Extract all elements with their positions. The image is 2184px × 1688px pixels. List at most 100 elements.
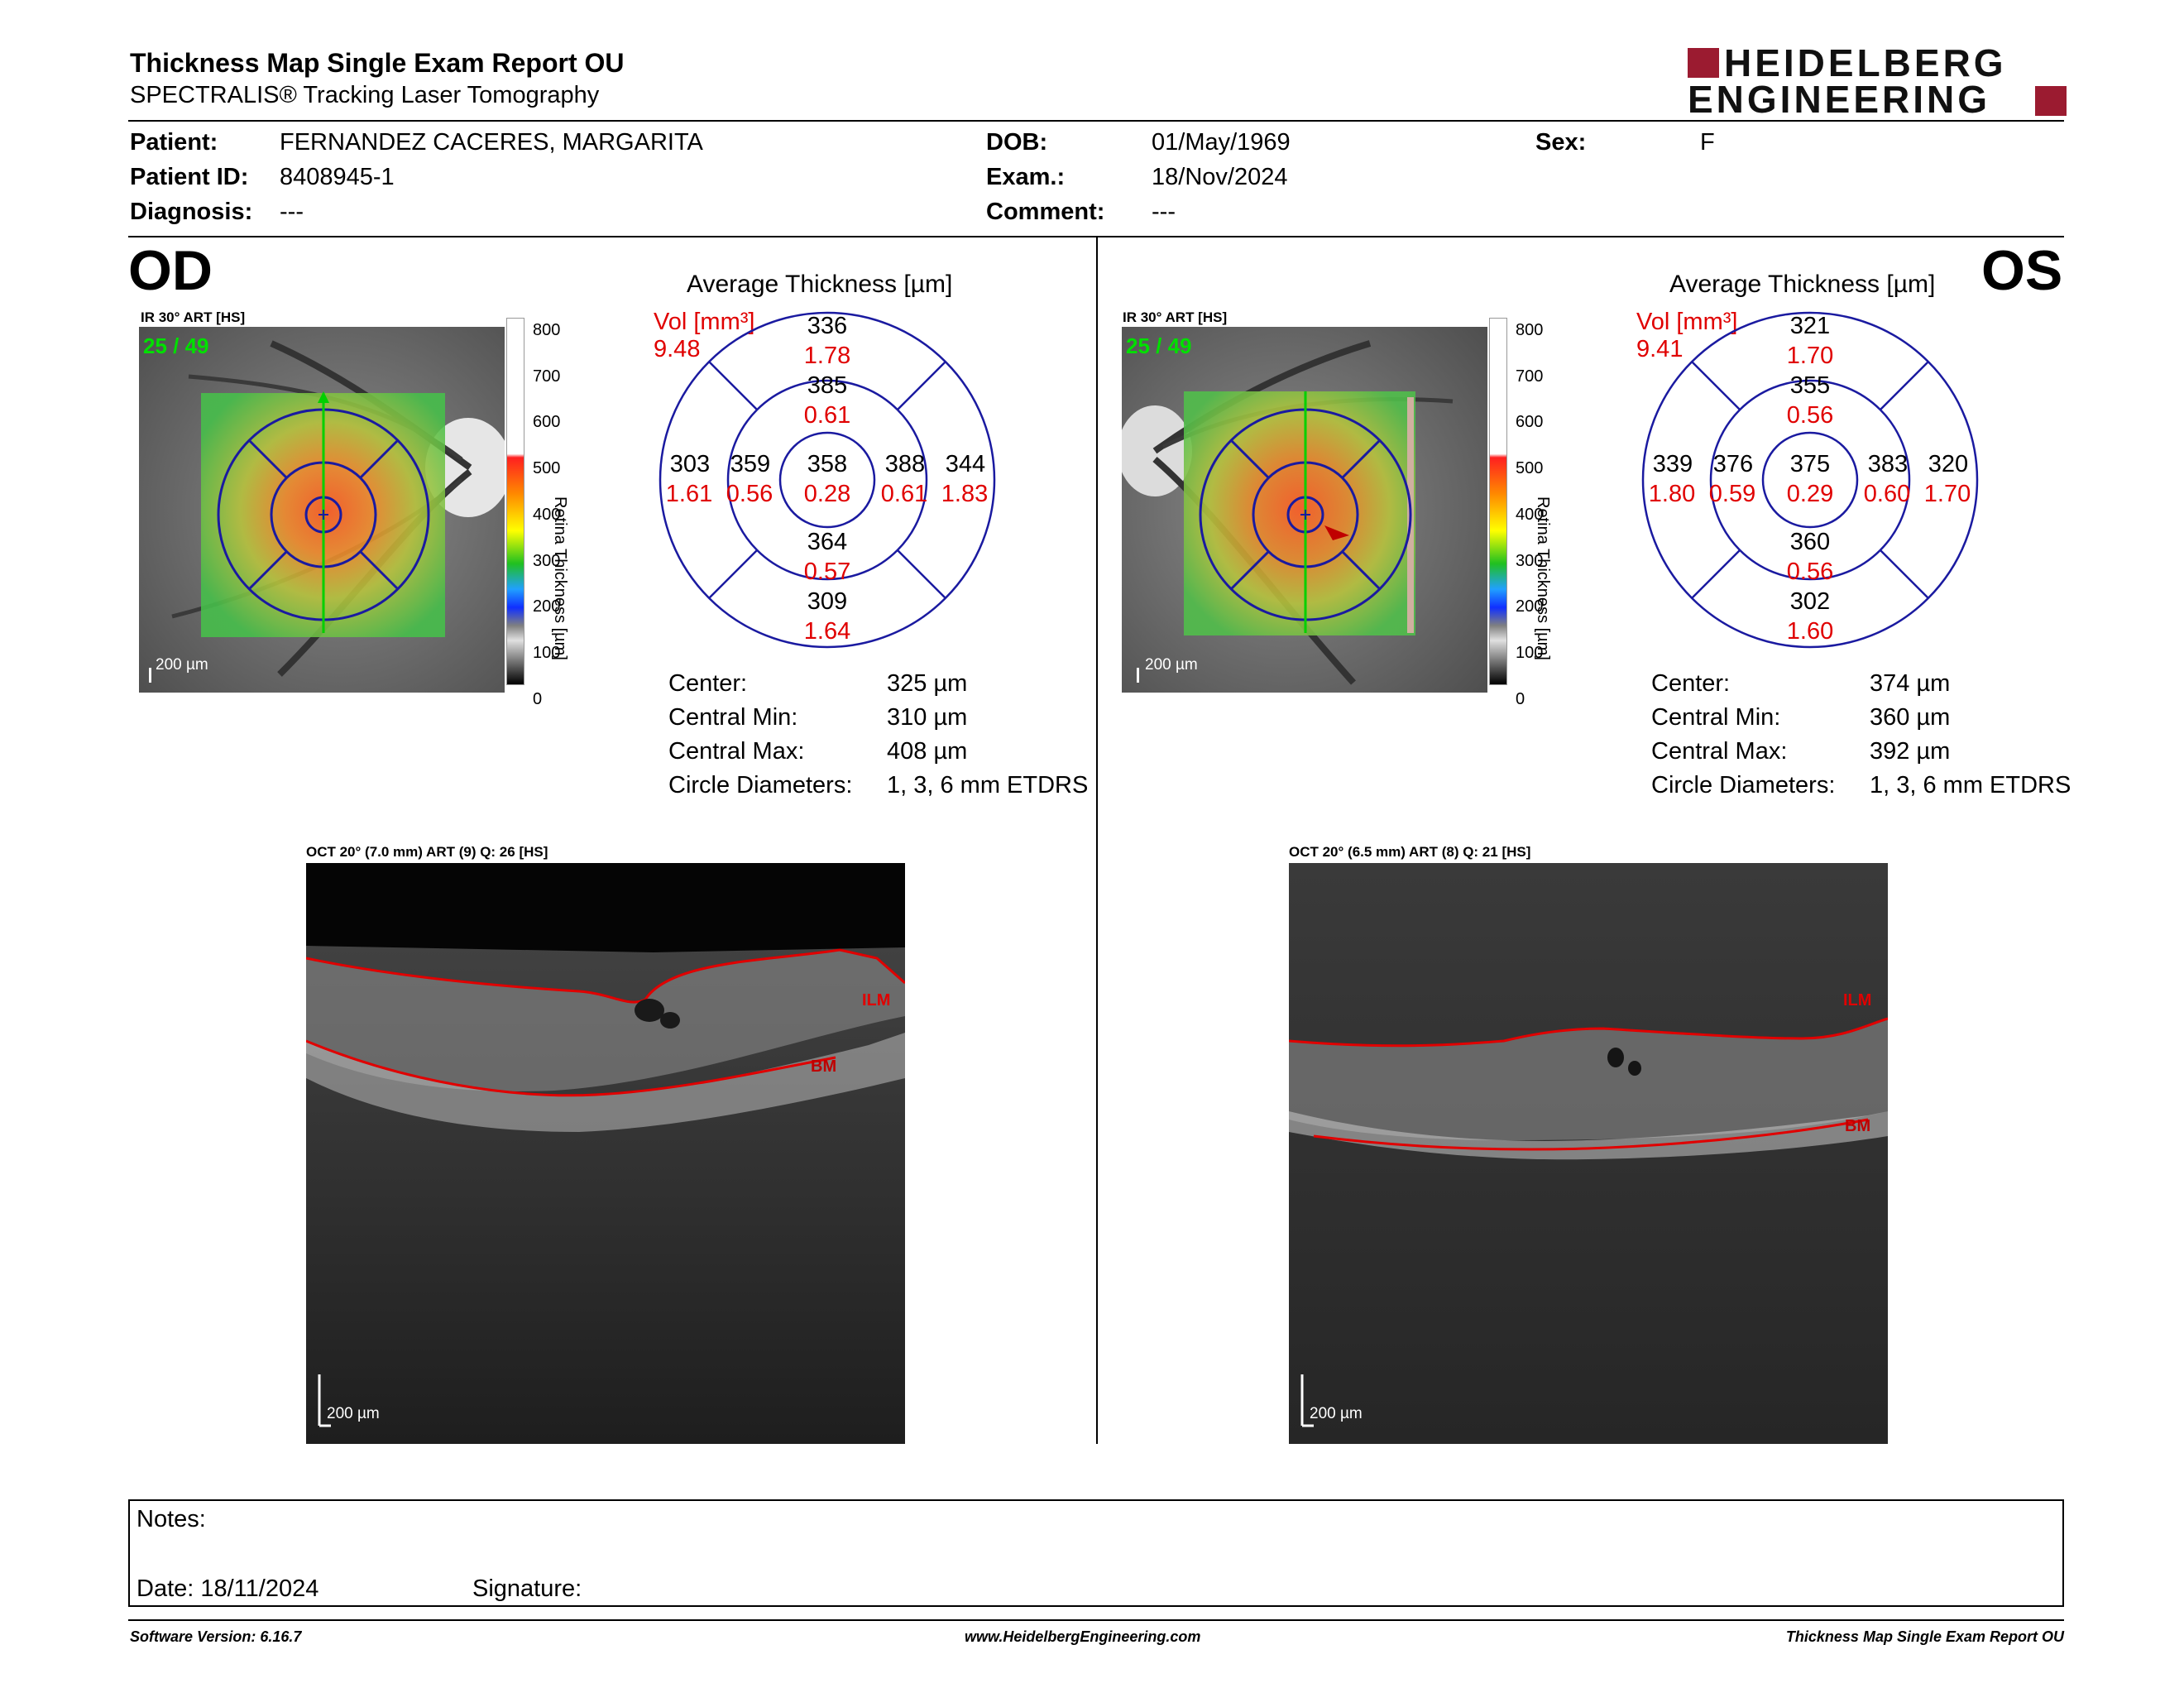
os-inner-superior-thickness: 355 [1789, 372, 1831, 399]
os-inner-inferior-volume: 0.56 [1786, 559, 1834, 585]
os-outer-inferior-thickness: 302 [1789, 588, 1831, 615]
od-vol-value: 9.48 [654, 336, 701, 362]
od-outer-inferior-volume: 1.64 [803, 618, 851, 645]
od-center-thickness: 358 [807, 451, 848, 477]
od-outer-right-thickness: 344 [945, 451, 986, 477]
od-inner-right-thickness: 388 [884, 451, 926, 477]
os-central-min-value: 360 µm [1870, 704, 1951, 731]
os-circle-diameters-label: Circle Diameters: [1651, 772, 1836, 798]
od-inner-left-thickness: 359 [730, 451, 771, 477]
os-colorbar-axis-label: Retina Thickness [µm] [1534, 496, 1552, 660]
logo-line-1: HEIDELBERG [1724, 41, 2007, 84]
od-outer-inferior-thickness: 309 [807, 588, 848, 615]
report-title: Thickness Map Single Exam Report OU [130, 48, 625, 78]
logo-square-bottom [2035, 86, 2067, 116]
os-central-min-label: Central Min: [1651, 704, 1781, 731]
od-scale-bar [149, 668, 151, 683]
sex-label: Sex: [1535, 129, 1587, 156]
os-etdrs-grid [1641, 311, 1979, 649]
od-tick: 0 [533, 689, 543, 708]
os-tick: 200 [1516, 597, 1544, 616]
os-central-max-value: 392 µm [1870, 738, 1951, 765]
od-bm-label: BM [811, 1057, 837, 1076]
os-fundus-graphic [1122, 327, 1487, 693]
os-inner-left-volume: 0.59 [1708, 481, 1756, 507]
sex-value: F [1700, 129, 1715, 156]
logo-line-2: ENGINEERING [1688, 78, 1991, 121]
os-outer-right-volume: 1.70 [1923, 481, 1971, 507]
os-outer-inferior-volume: 1.60 [1786, 618, 1834, 645]
os-frame-count: 25 / 49 [1126, 333, 1192, 358]
footer-divider [128, 1619, 2064, 1621]
os-tick: 400 [1516, 505, 1544, 524]
os-inner-superior-volume: 0.56 [1786, 402, 1834, 429]
os-center-value: 374 µm [1870, 670, 1951, 697]
od-fundus-image: 25 / 49 200 µm [139, 327, 505, 693]
os-tick: 300 [1516, 551, 1544, 570]
od-central-min-value: 310 µm [887, 704, 968, 731]
od-inner-superior-volume: 0.61 [803, 402, 851, 429]
od-tick: 500 [533, 459, 561, 478]
od-central-max-value: 408 µm [887, 738, 968, 765]
od-center-volume: 0.28 [803, 481, 851, 507]
os-bm-label: BM [1845, 1117, 1871, 1135]
notes-date: Date: 18/11/2024 [136, 1575, 319, 1602]
eye-divider [1096, 237, 1098, 1444]
od-tick: 300 [533, 551, 561, 570]
od-oct-scale: 200 µm [327, 1405, 380, 1422]
patient-name: FERNANDEZ CACERES, MARGARITA [280, 129, 703, 156]
od-tick: 600 [533, 413, 561, 432]
os-colorbar [1489, 318, 1507, 685]
os-fundus-image: 25 / 49 200 µm [1122, 327, 1487, 693]
os-outer-superior-thickness: 321 [1789, 313, 1831, 339]
od-frame-count: 25 / 49 [143, 333, 209, 358]
od-tick: 800 [533, 321, 561, 339]
os-oct-graphic [1289, 863, 1888, 1444]
os-inner-right-volume: 0.60 [1863, 481, 1911, 507]
os-central-max-label: Central Max: [1651, 738, 1788, 765]
dob-label: DOB: [986, 129, 1048, 156]
patient-id-label: Patient ID: [130, 164, 249, 190]
od-inner-superior-thickness: 385 [807, 372, 848, 399]
od-vol-label: Vol [mm³] [654, 309, 755, 335]
os-ir-label: IR 30° ART [HS] [1123, 309, 1228, 325]
od-eye-label: OD [128, 239, 213, 302]
od-outer-left-thickness: 303 [669, 451, 711, 477]
od-outer-left-volume: 1.61 [665, 481, 713, 507]
od-outer-superior-volume: 1.78 [803, 343, 851, 369]
footer-website-link[interactable]: www.HeidelbergEngineering.com [965, 1628, 1201, 1645]
os-oct-scale: 200 µm [1310, 1405, 1363, 1422]
os-vol-label: Vol [mm³] [1636, 309, 1738, 335]
os-scale-bar [1137, 668, 1139, 683]
od-fundus-scale: 200 µm [156, 656, 208, 674]
footer-software-version: Software Version: 6.16.7 [130, 1628, 302, 1645]
od-tick: 700 [533, 367, 561, 386]
os-chart-title: Average Thickness [µm] [1669, 271, 1936, 298]
footer-report-name: Thickness Map Single Exam Report OU [1785, 1628, 2064, 1645]
notes-box[interactable]: Notes: Date: 18/11/2024 Signature: [128, 1499, 2064, 1607]
od-inner-right-volume: 0.61 [880, 481, 928, 507]
exam-value: 18/Nov/2024 [1152, 164, 1288, 190]
os-inner-inferior-thickness: 360 [1789, 529, 1831, 555]
od-chart-title: Average Thickness [µm] [687, 271, 953, 298]
os-tick: 100 [1516, 643, 1544, 662]
od-circle-diameters-value: 1, 3, 6 mm ETDRS [887, 772, 1089, 798]
od-tick: 400 [533, 505, 561, 524]
report-subtitle: SPECTRALIS® Tracking Laser Tomography [130, 82, 600, 108]
os-outer-left-thickness: 339 [1652, 451, 1693, 477]
os-vol-value: 9.41 [1636, 336, 1684, 362]
od-inner-inferior-thickness: 364 [807, 529, 848, 555]
od-outer-superior-thickness: 336 [807, 313, 848, 339]
exam-label: Exam.: [986, 164, 1066, 190]
od-ilm-label: ILM [862, 991, 891, 1009]
od-ir-label: IR 30° ART [HS] [141, 309, 246, 325]
od-oct-scan: ILM BM 200 µm [306, 863, 905, 1444]
heidelberg-logo: HEIDELBERG ENGINEERING [1688, 41, 2068, 121]
od-colorbar [506, 318, 524, 685]
od-fundus-graphic [139, 327, 505, 693]
od-center-value: 325 µm [887, 670, 968, 697]
od-tick: 200 [533, 597, 561, 616]
os-tick: 0 [1516, 689, 1525, 708]
notes-label: Notes: [136, 1506, 206, 1532]
od-inner-left-volume: 0.56 [726, 481, 774, 507]
